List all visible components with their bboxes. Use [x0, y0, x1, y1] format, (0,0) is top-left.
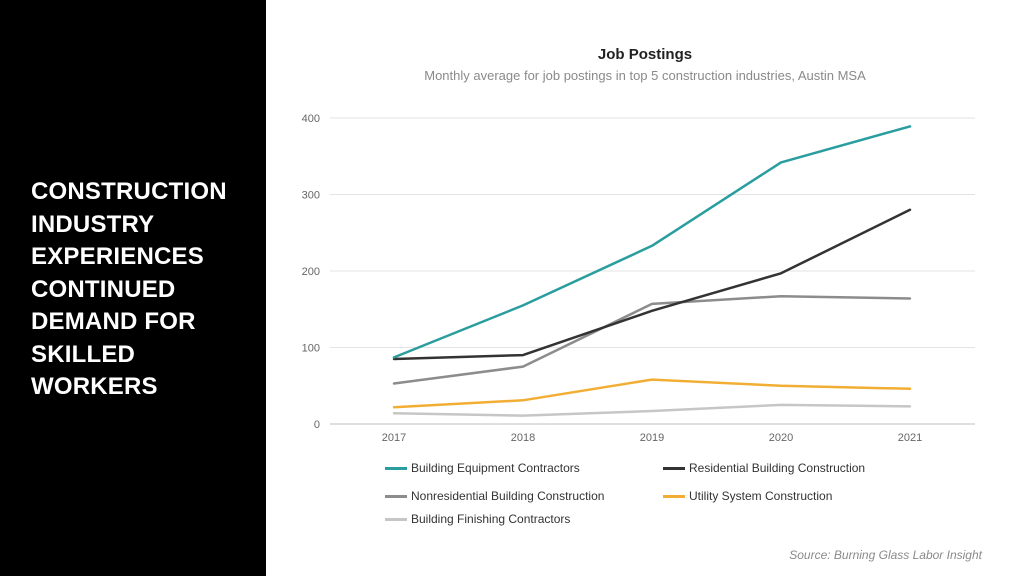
legend-item: Nonresidential Building Construction: [385, 488, 604, 504]
legend-item: Building Equipment Contractors: [385, 460, 580, 476]
legend-label: Building Equipment Contractors: [411, 461, 580, 475]
legend-item: Building Finishing Contractors: [385, 511, 570, 527]
legend-label: Residential Building Construction: [689, 461, 866, 475]
y-tick-label: 200: [302, 266, 320, 278]
legend-item: Residential Building Construction: [663, 460, 865, 476]
legend-swatch: [663, 466, 685, 470]
x-tick-label: 2020: [769, 432, 793, 444]
x-tick-label: 2017: [382, 432, 406, 444]
legend-label: Building Finishing Contractors: [411, 512, 571, 526]
legend-swatch: [385, 494, 407, 498]
headline: CONSTRUCTION INDUSTRY EXPERIENCES CONTIN…: [31, 178, 227, 400]
chart-title: Job Postings: [597, 46, 693, 63]
series-line: [392, 294, 912, 385]
x-tick-label: 2021: [898, 432, 922, 444]
source-note: Source: Burning Glass Labor Insight: [789, 548, 982, 562]
series-line: [392, 125, 912, 359]
left-panel: CONSTRUCTION INDUSTRY EXPERIENCES CONTIN…: [0, 0, 266, 576]
x-tick-label: 2018: [511, 432, 535, 444]
series-line: [392, 208, 912, 361]
series-line: [392, 378, 912, 409]
y-tick-label: 400: [302, 113, 320, 125]
y-tick-label: 300: [302, 190, 320, 202]
y-tick-label: 100: [302, 343, 320, 355]
legend-swatch: [663, 494, 685, 498]
legend-item: Utility System Construction: [663, 488, 832, 504]
legend-swatch: [385, 517, 407, 521]
series-line: [392, 403, 912, 417]
chart-subtitle: Monthly average for job postings in top …: [424, 68, 866, 83]
y-tick-label: 0: [314, 419, 320, 431]
legend-label: Utility System Construction: [689, 489, 833, 503]
legend-label: Nonresidential Building Construction: [411, 489, 605, 503]
legend-swatch: [385, 466, 407, 470]
x-tick-label: 2019: [640, 432, 664, 444]
